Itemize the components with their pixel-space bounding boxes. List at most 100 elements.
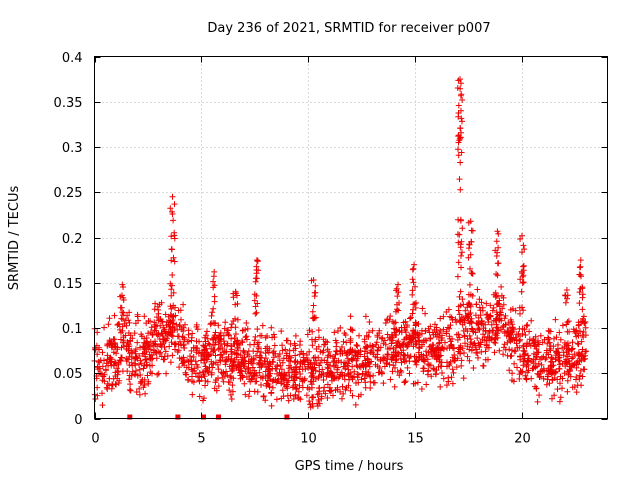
data-point <box>393 344 399 351</box>
data-point <box>493 238 500 245</box>
data-point <box>523 363 530 370</box>
data-point <box>576 289 583 296</box>
data-point <box>457 244 464 251</box>
data-point <box>380 380 387 387</box>
data-point <box>517 353 524 360</box>
data-point <box>491 349 498 356</box>
data-point <box>122 317 129 324</box>
data-point <box>194 364 201 371</box>
y-tick-label: 0.05 <box>54 367 83 382</box>
data-point <box>362 313 369 320</box>
data-point <box>245 365 252 372</box>
data-point <box>165 328 172 335</box>
data-point <box>346 350 353 356</box>
data-point <box>307 360 314 367</box>
data-point <box>522 332 529 338</box>
x-tick-label: 5 <box>197 432 205 447</box>
data-point <box>110 336 117 343</box>
data-point <box>119 309 126 316</box>
data-point <box>106 356 113 363</box>
data-point <box>240 347 247 354</box>
data-point <box>513 331 520 338</box>
data-point <box>243 320 250 326</box>
data-point <box>126 319 133 326</box>
data-point <box>212 379 219 386</box>
data-point <box>237 372 244 379</box>
data-point <box>358 376 365 383</box>
data-point <box>309 384 315 391</box>
data-point <box>145 330 152 337</box>
data-point <box>242 391 249 398</box>
data-point <box>149 331 156 338</box>
data-point <box>292 352 299 359</box>
data-point <box>448 314 455 321</box>
zero-marker <box>175 414 181 420</box>
data-point <box>119 368 126 375</box>
y-tick-label: 0.3 <box>62 141 83 156</box>
data-point <box>229 388 236 395</box>
data-point <box>189 330 196 337</box>
data-point <box>169 272 176 278</box>
data-point <box>312 354 319 361</box>
data-point <box>582 348 589 355</box>
data-point <box>340 363 347 370</box>
data-point <box>368 347 375 354</box>
data-point <box>309 315 316 322</box>
data-point <box>449 344 456 351</box>
data-point <box>458 362 465 369</box>
data-point <box>458 264 464 271</box>
data-point <box>306 348 313 355</box>
data-point <box>517 236 524 242</box>
data-point <box>341 330 348 337</box>
data-point <box>316 334 322 341</box>
data-point <box>509 370 516 377</box>
data-point <box>495 300 502 307</box>
data-point <box>387 313 394 320</box>
data-point <box>366 319 373 325</box>
data-point <box>440 375 447 382</box>
data-point <box>203 332 209 339</box>
data-point <box>198 353 205 359</box>
data-point <box>498 283 505 290</box>
data-point <box>303 352 310 358</box>
data-point <box>206 364 213 371</box>
data-point <box>483 311 490 318</box>
data-point <box>579 294 586 301</box>
data-point <box>532 356 539 363</box>
data-point <box>479 304 486 311</box>
data-point <box>437 383 444 390</box>
data-point <box>355 371 362 378</box>
data-point <box>469 270 475 277</box>
data-point <box>418 386 425 392</box>
data-point <box>183 364 190 371</box>
data-point <box>468 325 475 332</box>
data-point <box>169 193 176 200</box>
data-point <box>276 351 283 357</box>
data-point <box>120 309 127 316</box>
data-point <box>395 289 402 296</box>
data-point <box>177 307 184 314</box>
data-point <box>242 334 249 341</box>
data-point <box>347 346 354 353</box>
data-point <box>455 239 462 246</box>
data-point <box>99 363 106 370</box>
data-point <box>449 380 456 387</box>
data-point <box>349 392 356 399</box>
data-point <box>140 343 146 350</box>
data-point <box>103 360 110 367</box>
data-point <box>212 329 219 336</box>
data-point <box>456 344 463 351</box>
data-point <box>386 361 393 368</box>
data-point <box>469 270 476 277</box>
data-point <box>400 347 407 354</box>
data-point <box>362 371 369 378</box>
data-point <box>458 252 464 259</box>
data-point <box>284 385 291 392</box>
data-point <box>155 348 162 355</box>
data-point <box>317 348 324 355</box>
data-point <box>419 341 425 348</box>
data-point <box>352 401 359 408</box>
data-point <box>176 364 183 371</box>
data-point <box>411 301 418 307</box>
